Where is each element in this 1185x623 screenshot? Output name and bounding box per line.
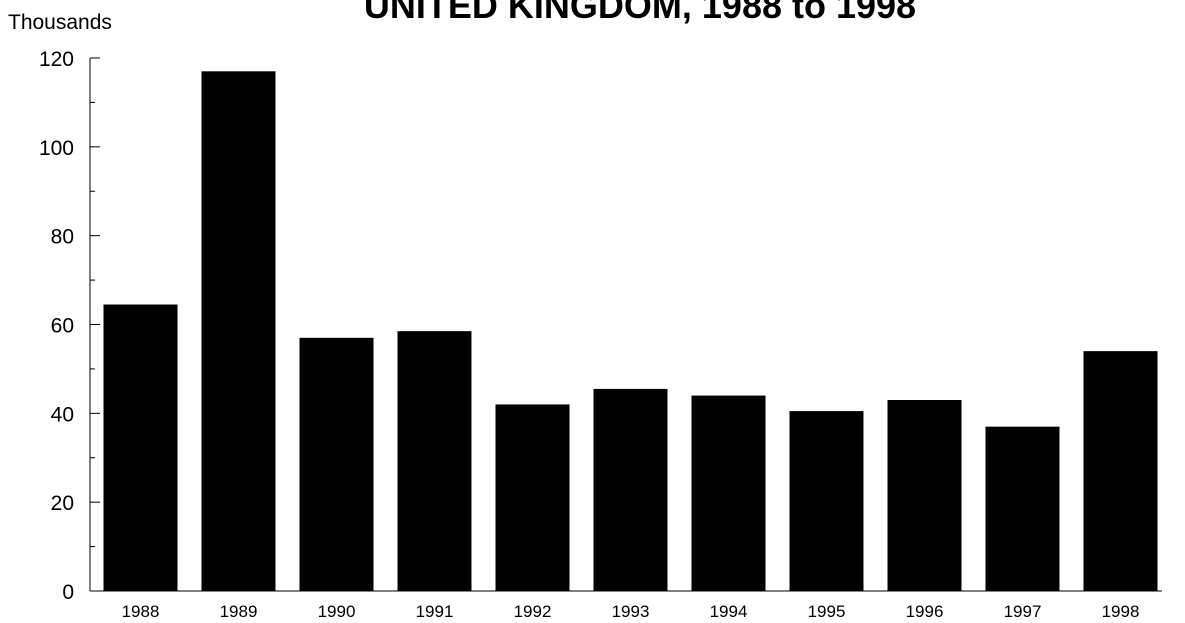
bar-1990	[299, 337, 374, 591]
x-tick-label: 1988	[122, 602, 160, 621]
x-tick-label: 1990	[318, 602, 356, 621]
y-axis-label: Thousands	[8, 11, 112, 34]
y-tick-label: 80	[51, 226, 74, 249]
bar-1992	[495, 404, 570, 591]
bar-1997	[985, 426, 1060, 591]
y-tick-label: 0	[62, 581, 74, 604]
y-axis-ticks: 0 20 40 60 80 100 120	[39, 48, 100, 604]
bar-1998	[1083, 351, 1158, 591]
bar-1995	[789, 411, 864, 591]
bar-1996	[887, 400, 962, 591]
bar-1994	[691, 395, 766, 591]
bar-1988	[103, 304, 178, 591]
bar-1993	[593, 388, 668, 591]
x-tick-label: 1994	[710, 602, 748, 621]
bar-1991	[397, 331, 472, 591]
y-tick-label: 100	[39, 137, 74, 160]
y-tick-label: 60	[51, 315, 74, 338]
x-tick-label: 1992	[514, 602, 552, 621]
x-tick-label: 1995	[808, 602, 846, 621]
x-tick-label: 1989	[220, 602, 258, 621]
y-tick-label: 20	[51, 492, 74, 515]
y-tick-label: 120	[39, 48, 74, 71]
x-tick-label: 1998	[1102, 602, 1140, 621]
chart-title: UNITED KINGDOM, 1988 to 1998	[364, 0, 916, 26]
y-tick-label: 40	[51, 403, 74, 426]
x-tick-label: 1997	[1004, 602, 1042, 621]
bars	[103, 71, 1158, 591]
bar-1989	[201, 71, 276, 591]
x-axis-labels: 1988 1989 1990 1991 1992 1993 1994 1995 1996 1997…	[122, 602, 1140, 621]
x-tick-label: 1996	[906, 602, 944, 621]
x-tick-label: 1991	[416, 602, 454, 621]
x-tick-label: 1993	[612, 602, 650, 621]
